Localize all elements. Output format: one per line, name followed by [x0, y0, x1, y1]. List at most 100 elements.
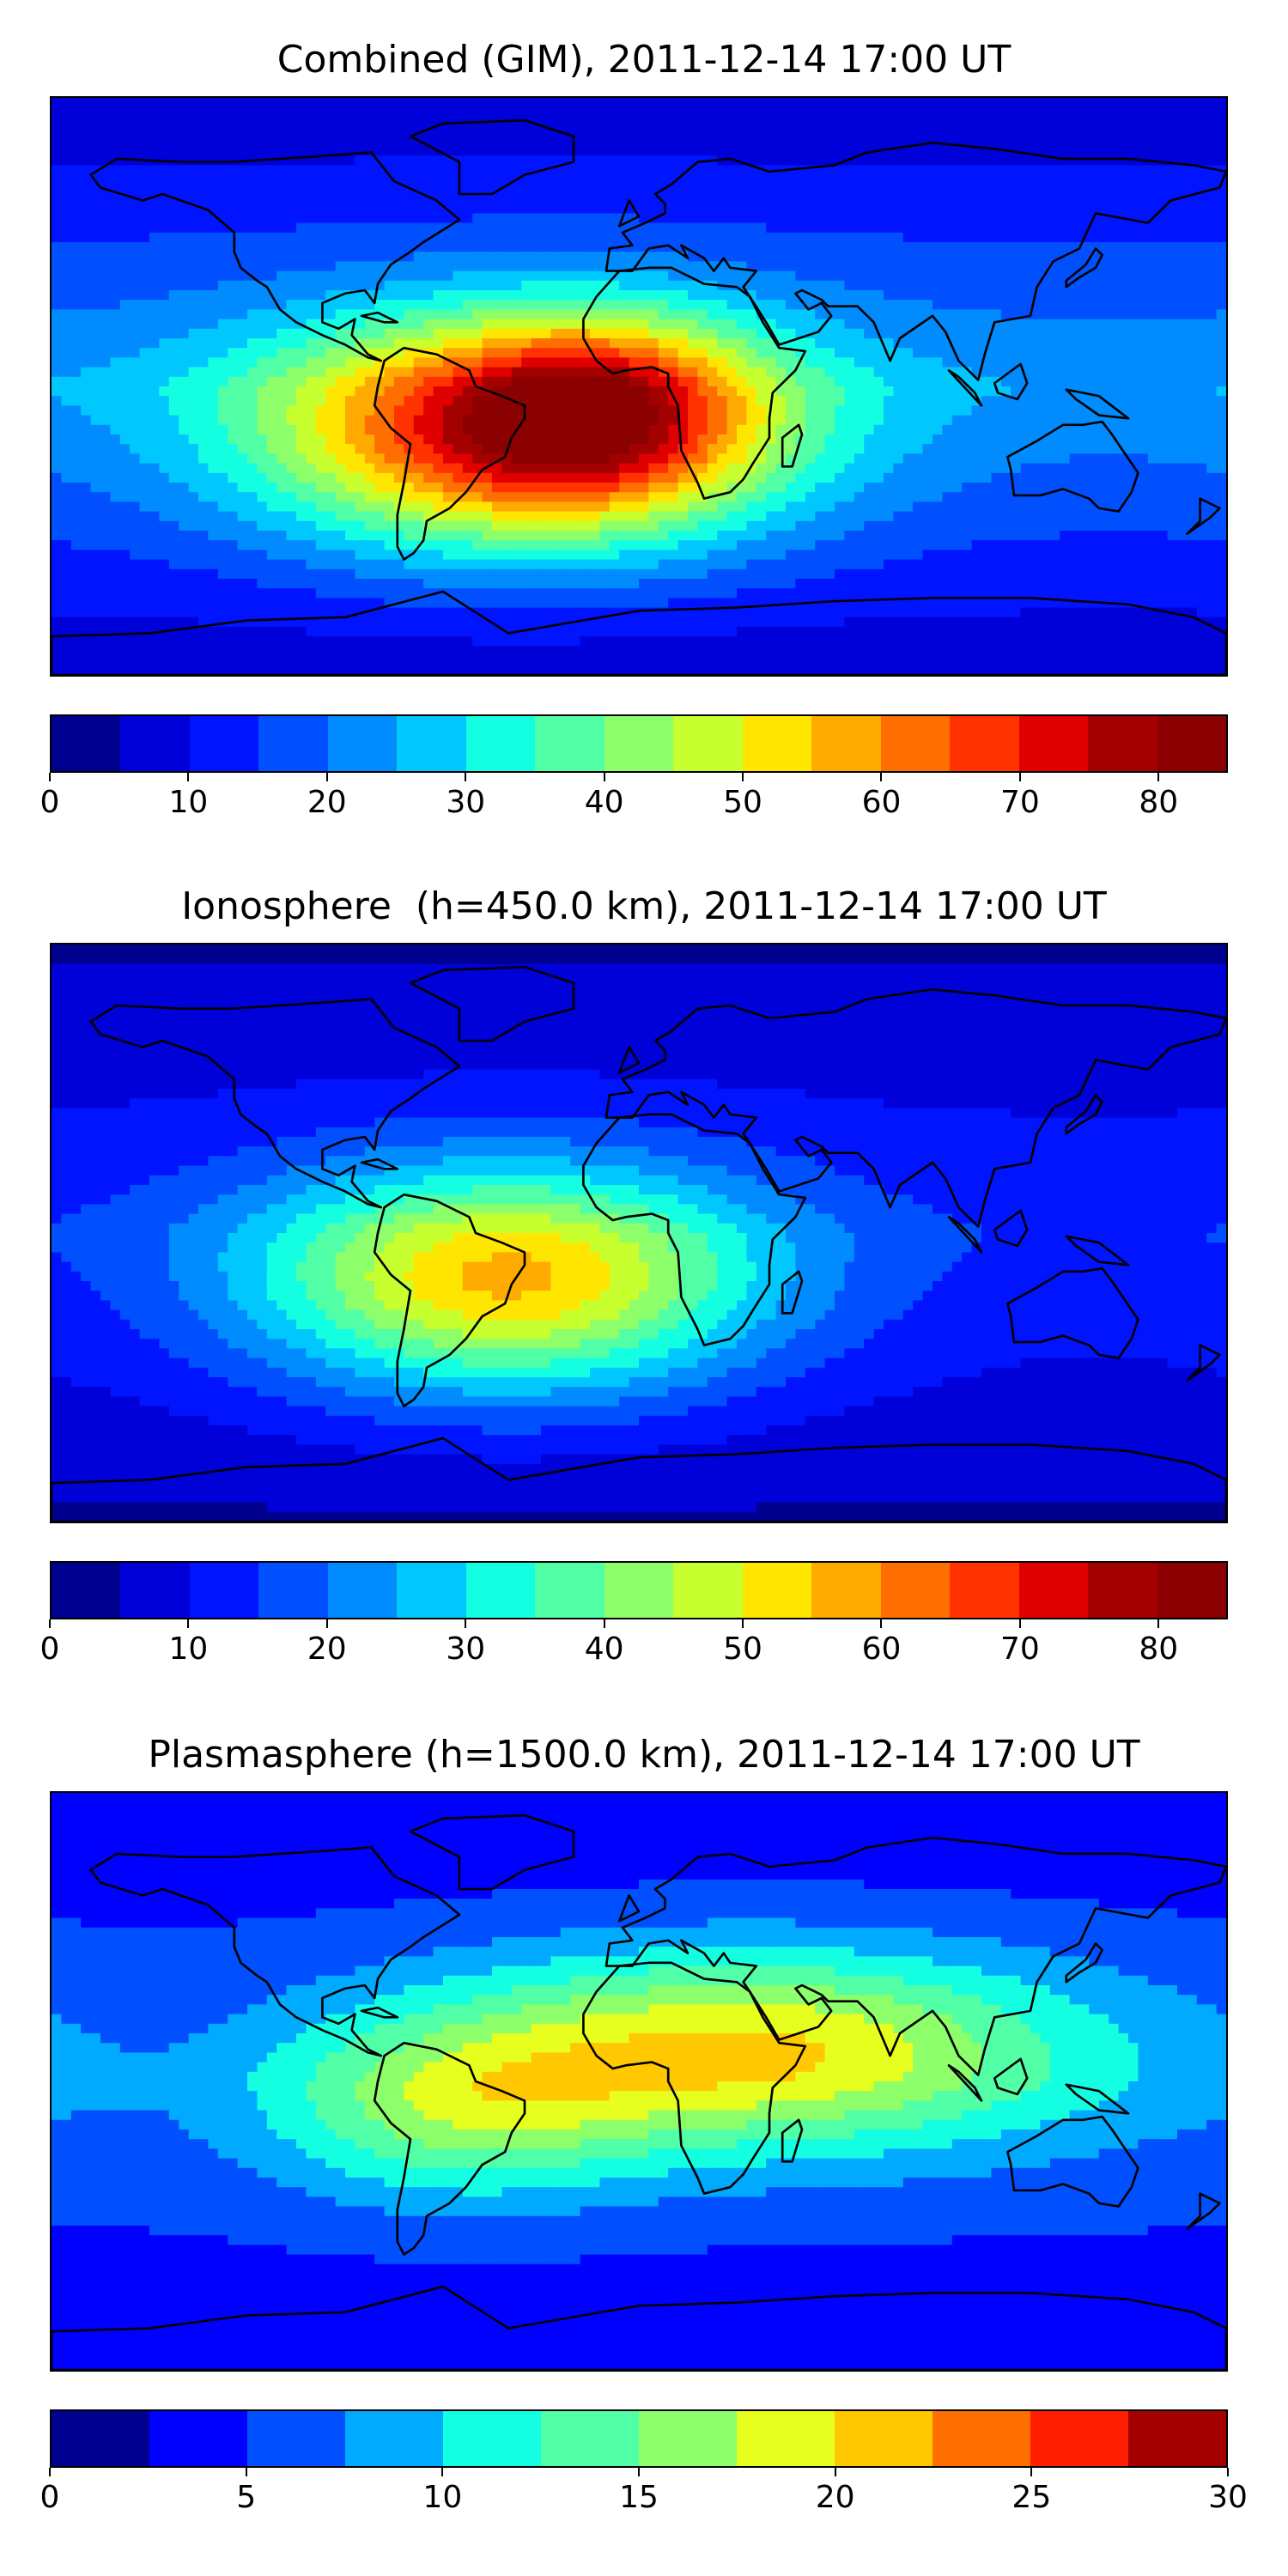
- tec-cell: [306, 165, 317, 176]
- tec-cell: [560, 270, 572, 282]
- tec-cell: [688, 405, 699, 416]
- tec-cell: [835, 367, 846, 378]
- tec-cell: [384, 367, 396, 378]
- tec-cell: [1089, 222, 1100, 234]
- tec-cell: [884, 376, 895, 388]
- tec-cell: [619, 405, 630, 416]
- tec-cell: [668, 213, 679, 224]
- tec-cell: [266, 270, 278, 282]
- tec-cell: [746, 405, 757, 416]
- tec-cell: [629, 472, 641, 484]
- tec-cell: [775, 300, 787, 311]
- tec-cell: [648, 463, 659, 474]
- tec-cell: [501, 213, 513, 224]
- tec-cell: [110, 492, 121, 503]
- tec-cell: [884, 290, 895, 301]
- tec-cell: [364, 434, 376, 446]
- tec-cell: [991, 261, 1002, 272]
- tec-cell: [933, 396, 944, 407]
- tec-cell: [217, 204, 229, 215]
- tec-cell: [884, 319, 895, 330]
- tec-cell: [844, 174, 855, 185]
- tec-cell: [629, 319, 641, 330]
- tec-cell: [1089, 483, 1100, 494]
- tec-cell: [629, 444, 641, 455]
- tec-cell: [775, 136, 787, 148]
- tec-cell: [1147, 270, 1159, 282]
- tec-cell: [413, 261, 425, 272]
- tec-cell: [511, 300, 523, 311]
- tec-cell: [795, 405, 806, 416]
- tec-cell: [70, 242, 82, 253]
- tec-cell: [835, 424, 846, 436]
- tec-cell: [119, 319, 131, 330]
- tec-cell: [266, 107, 278, 118]
- tec-cell: [677, 348, 690, 359]
- tec-cell: [1118, 146, 1130, 157]
- tec-cell: [404, 483, 415, 494]
- tec-cell: [1118, 270, 1130, 282]
- tec-cell: [208, 492, 219, 503]
- tec-cell: [266, 242, 278, 253]
- tec-cell: [1206, 309, 1218, 320]
- tec-cell: [168, 415, 180, 426]
- tec-cell: [198, 444, 210, 455]
- tec-cell: [61, 222, 72, 234]
- tec-cell: [1020, 405, 1032, 416]
- tec-cell: [962, 415, 973, 426]
- tec-cell: [179, 483, 190, 494]
- tec-cell: [1187, 126, 1198, 137]
- tec-cell: [237, 472, 249, 484]
- tec-cell: [854, 405, 866, 416]
- tec-cell: [541, 492, 552, 503]
- tec-cell: [922, 252, 934, 263]
- tec-cell: [648, 483, 659, 494]
- tec-cell: [179, 242, 190, 253]
- tec-cell: [188, 396, 200, 407]
- tec-cell: [1187, 472, 1198, 484]
- tec-cell: [188, 126, 200, 137]
- tec-cell: [648, 424, 659, 436]
- tec-cell: [902, 453, 914, 465]
- tec-cell: [619, 136, 630, 148]
- tec-cell: [971, 338, 983, 349]
- tec-cell: [179, 367, 190, 378]
- tec-cell: [726, 232, 738, 244]
- tec-cell: [198, 290, 210, 301]
- tec-cell: [1118, 98, 1130, 109]
- tec-cell: [355, 357, 366, 368]
- tec-cell: [179, 155, 190, 167]
- tec-cell: [991, 204, 1002, 215]
- tec-cell: [423, 98, 434, 109]
- tec-cell: [668, 146, 679, 157]
- tec-cell: [844, 367, 855, 378]
- tec-cell: [100, 319, 112, 330]
- tec-cell: [374, 396, 386, 407]
- tec-cell: [971, 98, 983, 109]
- tec-cell: [570, 270, 581, 282]
- tec-cell: [119, 232, 131, 244]
- tec-cell: [374, 434, 386, 446]
- tec-cell: [384, 328, 396, 340]
- tec-cell: [247, 280, 258, 292]
- tec-cell: [1020, 98, 1032, 109]
- tec-cell: [159, 328, 170, 340]
- tec-cell: [296, 463, 307, 474]
- tec-cell: [971, 165, 983, 176]
- tec-cell: [179, 146, 190, 157]
- tec-cell: [266, 126, 278, 137]
- tec-cell: [100, 270, 112, 282]
- tec-cell: [991, 155, 1002, 167]
- tec-cell: [550, 328, 562, 340]
- tec-cell: [933, 338, 944, 349]
- tec-cell: [1049, 463, 1061, 474]
- tec-cell: [1167, 242, 1179, 253]
- tec-cell: [1157, 232, 1169, 244]
- tec-cell: [873, 213, 885, 224]
- tec-cell: [1030, 444, 1042, 455]
- tec-cell: [1206, 405, 1218, 416]
- tec-cell: [70, 174, 82, 185]
- tec-cell: [296, 242, 307, 253]
- tec-cell: [394, 184, 405, 196]
- tec-cell: [766, 194, 777, 205]
